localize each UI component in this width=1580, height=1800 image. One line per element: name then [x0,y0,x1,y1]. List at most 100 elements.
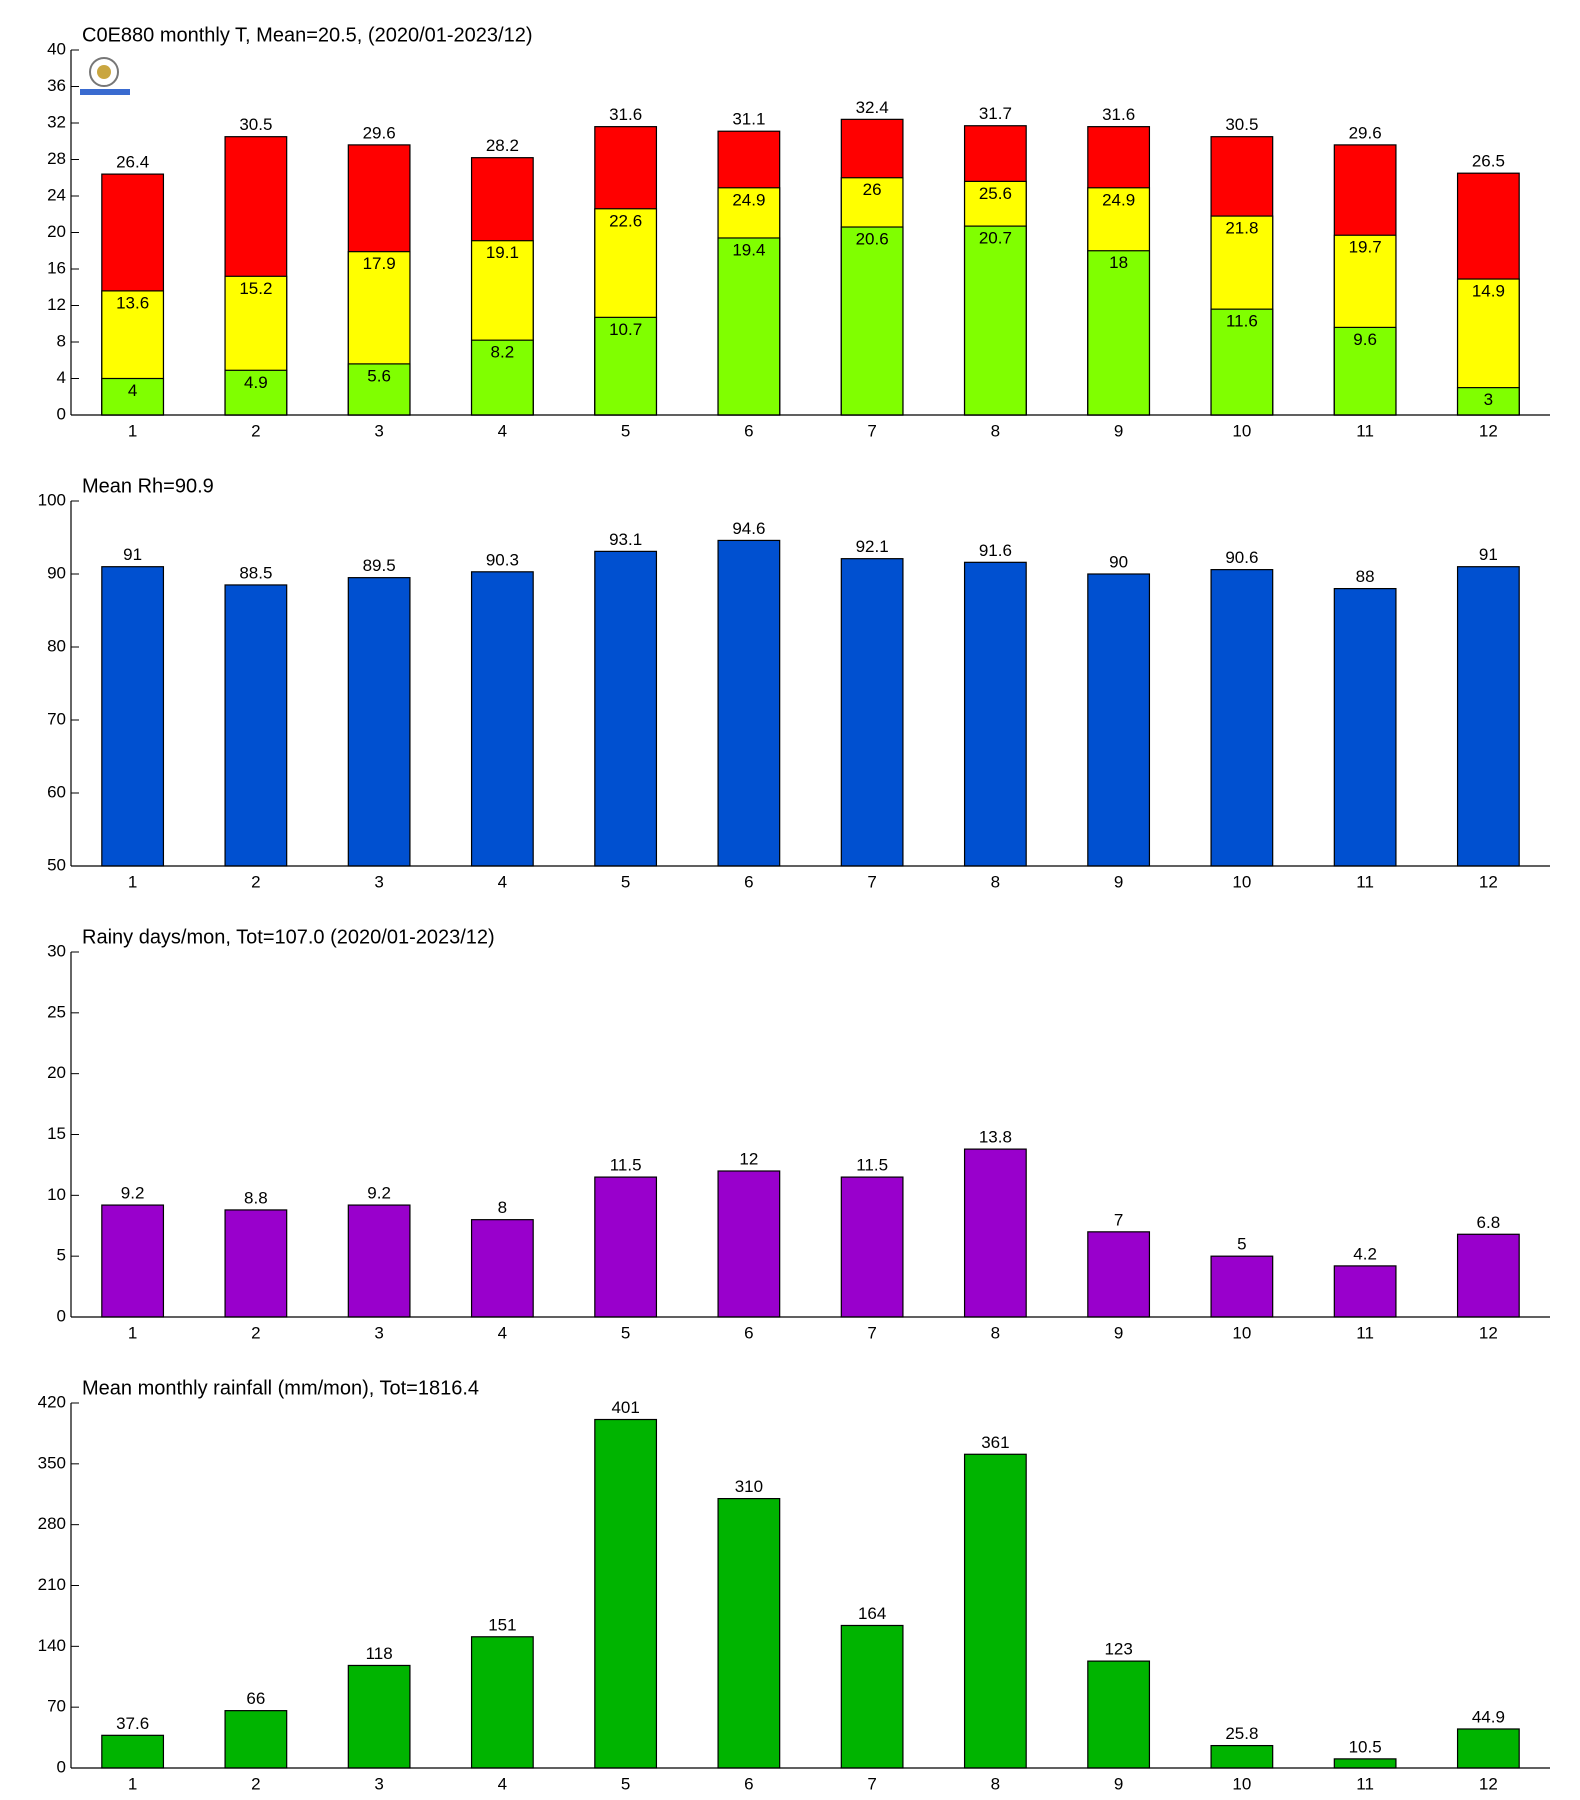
value-label: 31.6 [1102,105,1135,124]
value-label: 10.7 [609,320,642,339]
value-label: 12 [739,1149,758,1168]
value-label: 24.9 [1102,190,1135,209]
value-label: 93.1 [609,530,642,549]
value-label: 5.6 [367,366,391,385]
value-label: 6.8 [1477,1213,1501,1232]
bar [470,1219,534,1318]
value-label: 4.9 [244,373,268,392]
value-label: 11.6 [1226,312,1258,331]
bar [1333,1265,1397,1318]
y-tick-label: 210 [38,1575,66,1594]
x-tick-label: 10 [1232,872,1251,891]
x-tick-label: 4 [498,1323,507,1342]
bar [840,1624,904,1769]
value-label: 91.6 [979,541,1012,560]
y-tick-label: 24 [47,185,66,204]
bar [1210,569,1274,867]
value-label: 44.9 [1472,1707,1505,1726]
value-label: 4.2 [1353,1244,1377,1263]
x-tick-label: 11 [1356,1323,1374,1342]
value-label: 11.5 [610,1156,642,1175]
x-tick-label: 8 [991,1323,1000,1342]
x-tick-label: 2 [251,1323,260,1342]
chart-title: C0E880 monthly T, Mean=20.5, (2020/01-20… [82,24,533,46]
value-label: 94.6 [732,519,765,538]
value-label: 5 [1237,1235,1246,1254]
y-tick-label: 0 [57,1757,66,1776]
value-label: 90 [1109,552,1128,571]
x-tick-label: 10 [1232,1774,1251,1793]
x-tick-label: 9 [1114,1774,1123,1793]
bar [1087,250,1151,416]
x-tick-label: 8 [991,872,1000,891]
bar [347,363,411,416]
x-tick-label: 4 [498,872,507,891]
y-tick-label: 32 [47,112,66,131]
x-tick-label: 4 [498,1774,507,1793]
value-label: 401 [611,1398,639,1417]
value-label: 25.8 [1225,1724,1258,1743]
x-tick-label: 3 [374,872,383,891]
y-tick-label: 28 [47,149,66,168]
bar [963,225,1027,416]
y-tick-label: 90 [47,563,66,582]
y-tick-label: 16 [47,258,66,277]
value-label: 30.5 [1225,115,1258,134]
value-label: 19.1 [486,243,519,262]
bar [470,1636,534,1769]
value-label: 92.1 [856,537,889,556]
bar [1210,1744,1274,1769]
value-label: 7 [1114,1210,1123,1229]
value-label: 11.5 [856,1156,888,1175]
y-tick-label: 70 [47,1697,66,1716]
value-label: 89.5 [363,556,396,575]
x-tick-label: 6 [744,1774,753,1793]
value-label: 29.6 [1349,123,1382,142]
value-label: 123 [1104,1640,1132,1659]
x-tick-label: 5 [621,872,630,891]
value-label: 19.4 [732,240,765,259]
bar [717,237,781,416]
value-label: 21.8 [1225,219,1258,238]
bar [594,1176,658,1318]
bar [594,1418,658,1769]
value-label: 13.8 [979,1128,1012,1147]
value-label: 9.6 [1353,330,1377,349]
value-label: 88 [1356,567,1375,586]
x-tick-label: 9 [1114,872,1123,891]
value-label: 24.9 [732,190,765,209]
value-label: 28.2 [486,136,519,155]
bar [1087,1660,1151,1769]
bar [1456,1233,1520,1318]
value-label: 14.9 [1472,282,1505,301]
chart-title: Mean Rh=90.9 [82,475,214,497]
value-label: 26.4 [116,153,149,172]
y-tick-label: 8 [57,331,66,350]
y-tick-label: 4 [57,368,66,387]
y-tick-label: 25 [47,1002,66,1021]
bar [347,1664,411,1769]
x-tick-label: 12 [1479,421,1498,440]
x-tick-label: 2 [251,872,260,891]
x-tick-label: 12 [1479,1774,1498,1793]
value-label: 25.6 [979,184,1012,203]
y-tick-label: 80 [47,636,66,655]
bar [717,1497,781,1769]
value-label: 8.8 [244,1188,268,1207]
bar [594,550,658,867]
bar [1087,1231,1151,1318]
bar [347,577,411,867]
y-tick-label: 70 [47,709,66,728]
y-tick-label: 140 [38,1636,66,1655]
bar [1456,566,1520,867]
bar [101,377,165,416]
value-label: 90.3 [486,550,519,569]
bar [101,1734,165,1769]
x-tick-label: 1 [128,872,137,891]
y-tick-label: 50 [47,855,66,874]
x-tick-label: 5 [621,421,630,440]
bar [1333,587,1397,867]
y-tick-label: 0 [57,1306,66,1325]
bar [470,339,534,416]
value-label: 361 [981,1433,1009,1452]
